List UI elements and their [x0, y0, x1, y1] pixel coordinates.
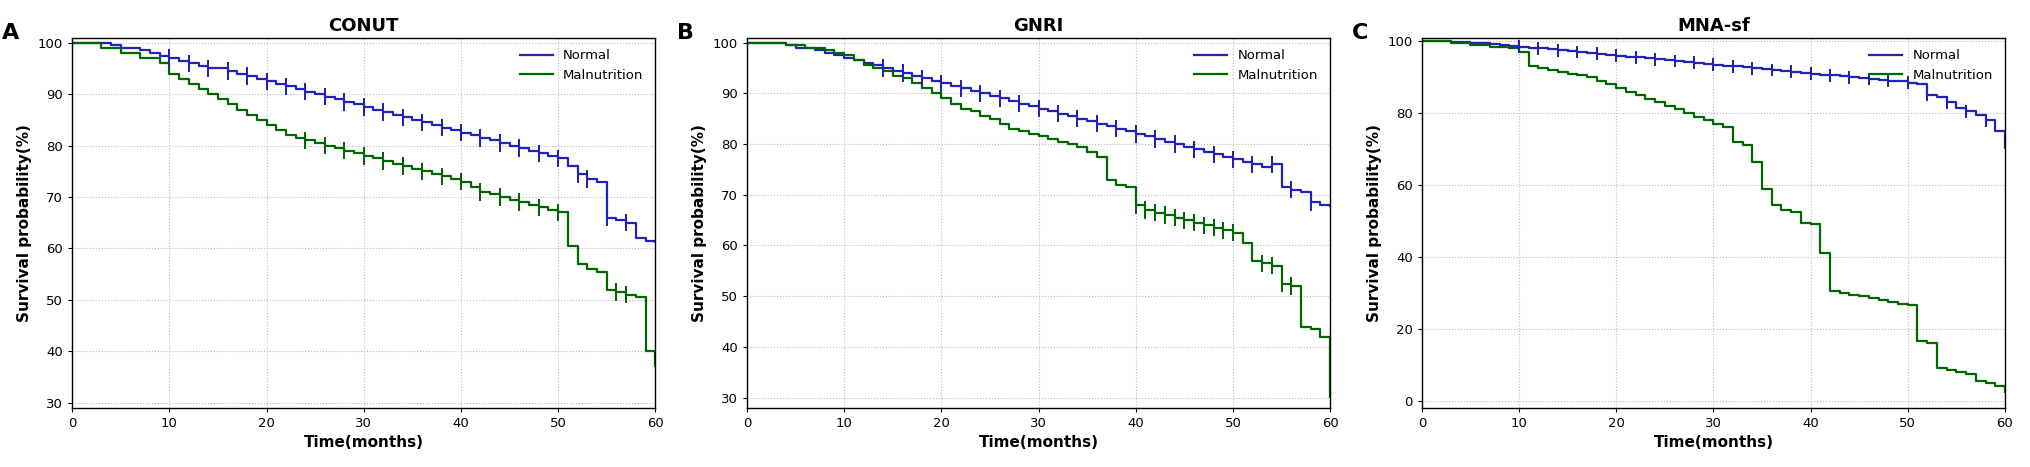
Legend: Normal, Malnutrition: Normal, Malnutrition — [514, 44, 650, 87]
Y-axis label: Survival probability(%): Survival probability(%) — [1366, 124, 1382, 322]
Title: CONUT: CONUT — [329, 17, 400, 35]
Title: GNRI: GNRI — [1013, 17, 1064, 35]
Title: MNA-sf: MNA-sf — [1677, 17, 1750, 35]
Legend: Normal, Malnutrition: Normal, Malnutrition — [1864, 44, 1998, 87]
Text: B: B — [678, 23, 694, 43]
Text: C: C — [1352, 23, 1368, 43]
X-axis label: Time(months): Time(months) — [304, 435, 424, 450]
Y-axis label: Survival probability(%): Survival probability(%) — [18, 124, 32, 322]
X-axis label: Time(months): Time(months) — [1652, 435, 1774, 450]
X-axis label: Time(months): Time(months) — [978, 435, 1098, 450]
Legend: Normal, Malnutrition: Normal, Malnutrition — [1190, 44, 1324, 87]
Y-axis label: Survival probability(%): Survival probability(%) — [692, 124, 706, 322]
Text: A: A — [2, 23, 20, 43]
